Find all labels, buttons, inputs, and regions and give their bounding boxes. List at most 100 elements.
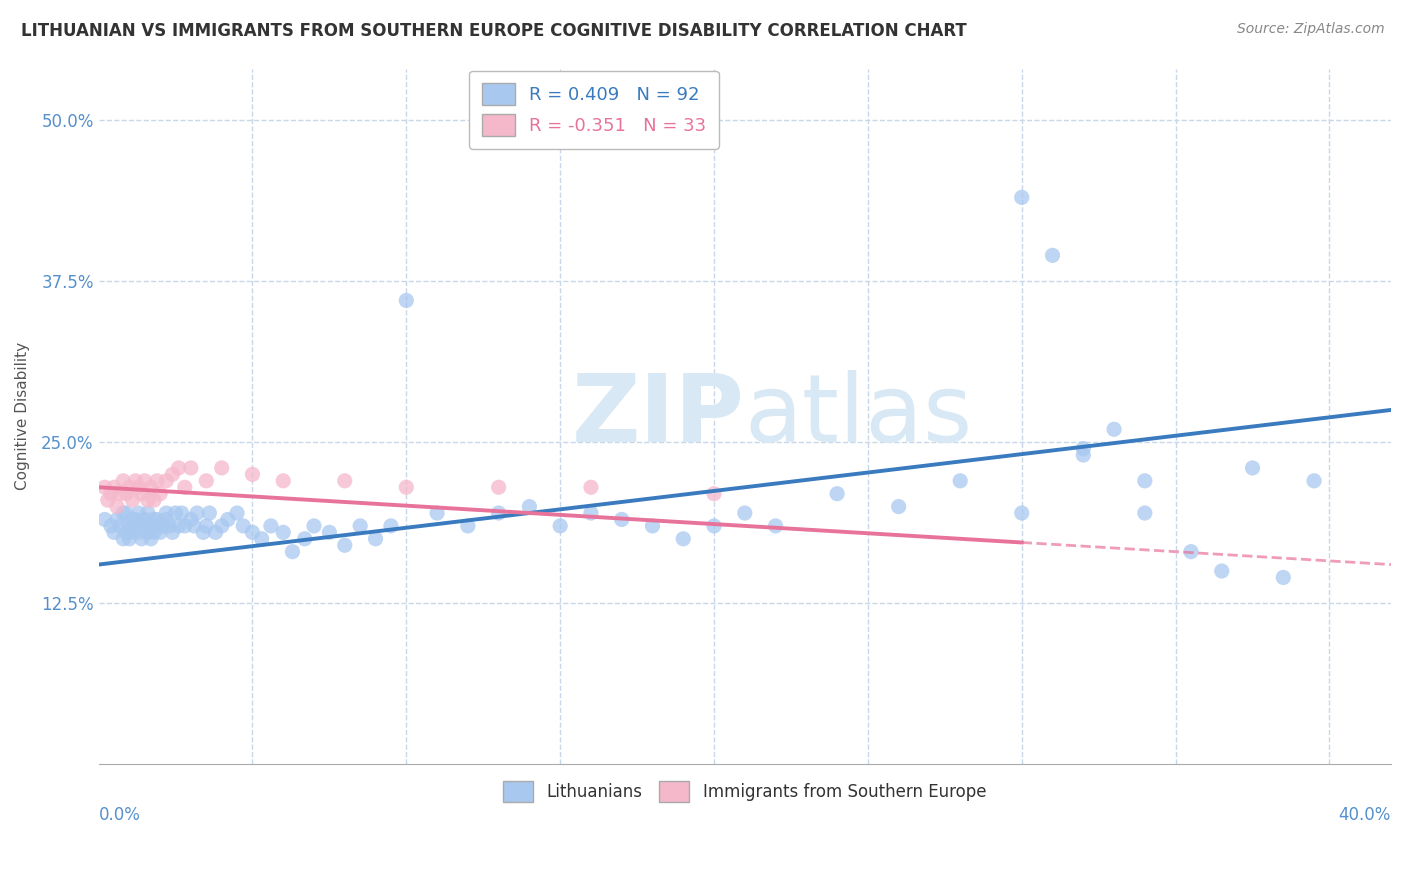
Point	[211, 519, 233, 533]
Point	[136, 525, 159, 540]
Point	[294, 532, 316, 546]
Point	[152, 519, 174, 533]
Text: ZIP: ZIP	[572, 370, 745, 462]
Point	[226, 506, 249, 520]
Point	[232, 519, 254, 533]
Point	[139, 480, 162, 494]
Point	[242, 525, 264, 540]
Point	[610, 512, 633, 526]
Point	[149, 519, 172, 533]
Point	[703, 519, 725, 533]
Point	[1071, 442, 1094, 456]
Point	[105, 500, 128, 514]
Point	[765, 519, 787, 533]
Point	[180, 512, 202, 526]
Point	[165, 506, 187, 520]
Point	[318, 525, 340, 540]
Point	[131, 519, 153, 533]
Point	[121, 493, 143, 508]
Point	[94, 512, 117, 526]
Y-axis label: Cognitive Disability: Cognitive Disability	[15, 343, 30, 491]
Point	[271, 525, 294, 540]
Point	[333, 538, 356, 552]
Point	[136, 506, 159, 520]
Point	[103, 525, 125, 540]
Point	[579, 506, 602, 520]
Point	[134, 519, 156, 533]
Point	[100, 486, 122, 500]
Point	[519, 500, 541, 514]
Text: 0.0%: 0.0%	[98, 806, 141, 824]
Point	[108, 486, 131, 500]
Point	[173, 480, 195, 494]
Point	[167, 519, 190, 533]
Point	[131, 532, 153, 546]
Point	[183, 519, 205, 533]
Point	[302, 519, 325, 533]
Point	[157, 519, 180, 533]
Point	[488, 480, 510, 494]
Legend: Lithuanians, Immigrants from Southern Europe: Lithuanians, Immigrants from Southern Eu…	[494, 772, 997, 812]
Point	[167, 461, 190, 475]
Point	[734, 506, 756, 520]
Point	[121, 525, 143, 540]
Point	[136, 493, 159, 508]
Point	[134, 474, 156, 488]
Point	[173, 519, 195, 533]
Point	[211, 461, 233, 475]
Point	[1180, 544, 1202, 558]
Point	[672, 532, 695, 546]
Point	[143, 493, 166, 508]
Point	[333, 474, 356, 488]
Point	[108, 519, 131, 533]
Point	[146, 519, 169, 533]
Point	[1071, 448, 1094, 462]
Point	[1042, 248, 1064, 262]
Point	[155, 474, 177, 488]
Point	[143, 525, 166, 540]
Point	[395, 293, 418, 308]
Point	[186, 506, 208, 520]
Point	[149, 486, 172, 500]
Point	[112, 532, 135, 546]
Point	[457, 519, 479, 533]
Point	[139, 519, 162, 533]
Point	[115, 506, 138, 520]
Point	[825, 486, 848, 500]
Point	[349, 519, 371, 533]
Point	[193, 525, 215, 540]
Point	[887, 500, 910, 514]
Point	[128, 525, 150, 540]
Point	[204, 525, 226, 540]
Text: Source: ZipAtlas.com: Source: ZipAtlas.com	[1237, 22, 1385, 37]
Point	[121, 512, 143, 526]
Point	[112, 474, 135, 488]
Point	[115, 486, 138, 500]
Point	[1011, 506, 1033, 520]
Point	[260, 519, 283, 533]
Point	[1011, 190, 1033, 204]
Point	[548, 519, 571, 533]
Point	[195, 474, 218, 488]
Point	[1133, 506, 1156, 520]
Point	[146, 474, 169, 488]
Point	[103, 480, 125, 494]
Point	[703, 486, 725, 500]
Point	[1241, 461, 1264, 475]
Text: 40.0%: 40.0%	[1339, 806, 1391, 824]
Point	[94, 480, 117, 494]
Point	[146, 512, 169, 526]
Point	[364, 532, 387, 546]
Point	[1211, 564, 1233, 578]
Point	[579, 480, 602, 494]
Point	[139, 532, 162, 546]
Point	[198, 506, 221, 520]
Point	[124, 474, 146, 488]
Point	[242, 467, 264, 482]
Point	[250, 532, 273, 546]
Point	[124, 512, 146, 526]
Point	[380, 519, 402, 533]
Text: LITHUANIAN VS IMMIGRANTS FROM SOUTHERN EUROPE COGNITIVE DISABILITY CORRELATION C: LITHUANIAN VS IMMIGRANTS FROM SOUTHERN E…	[21, 22, 967, 40]
Point	[162, 467, 184, 482]
Point	[134, 512, 156, 526]
